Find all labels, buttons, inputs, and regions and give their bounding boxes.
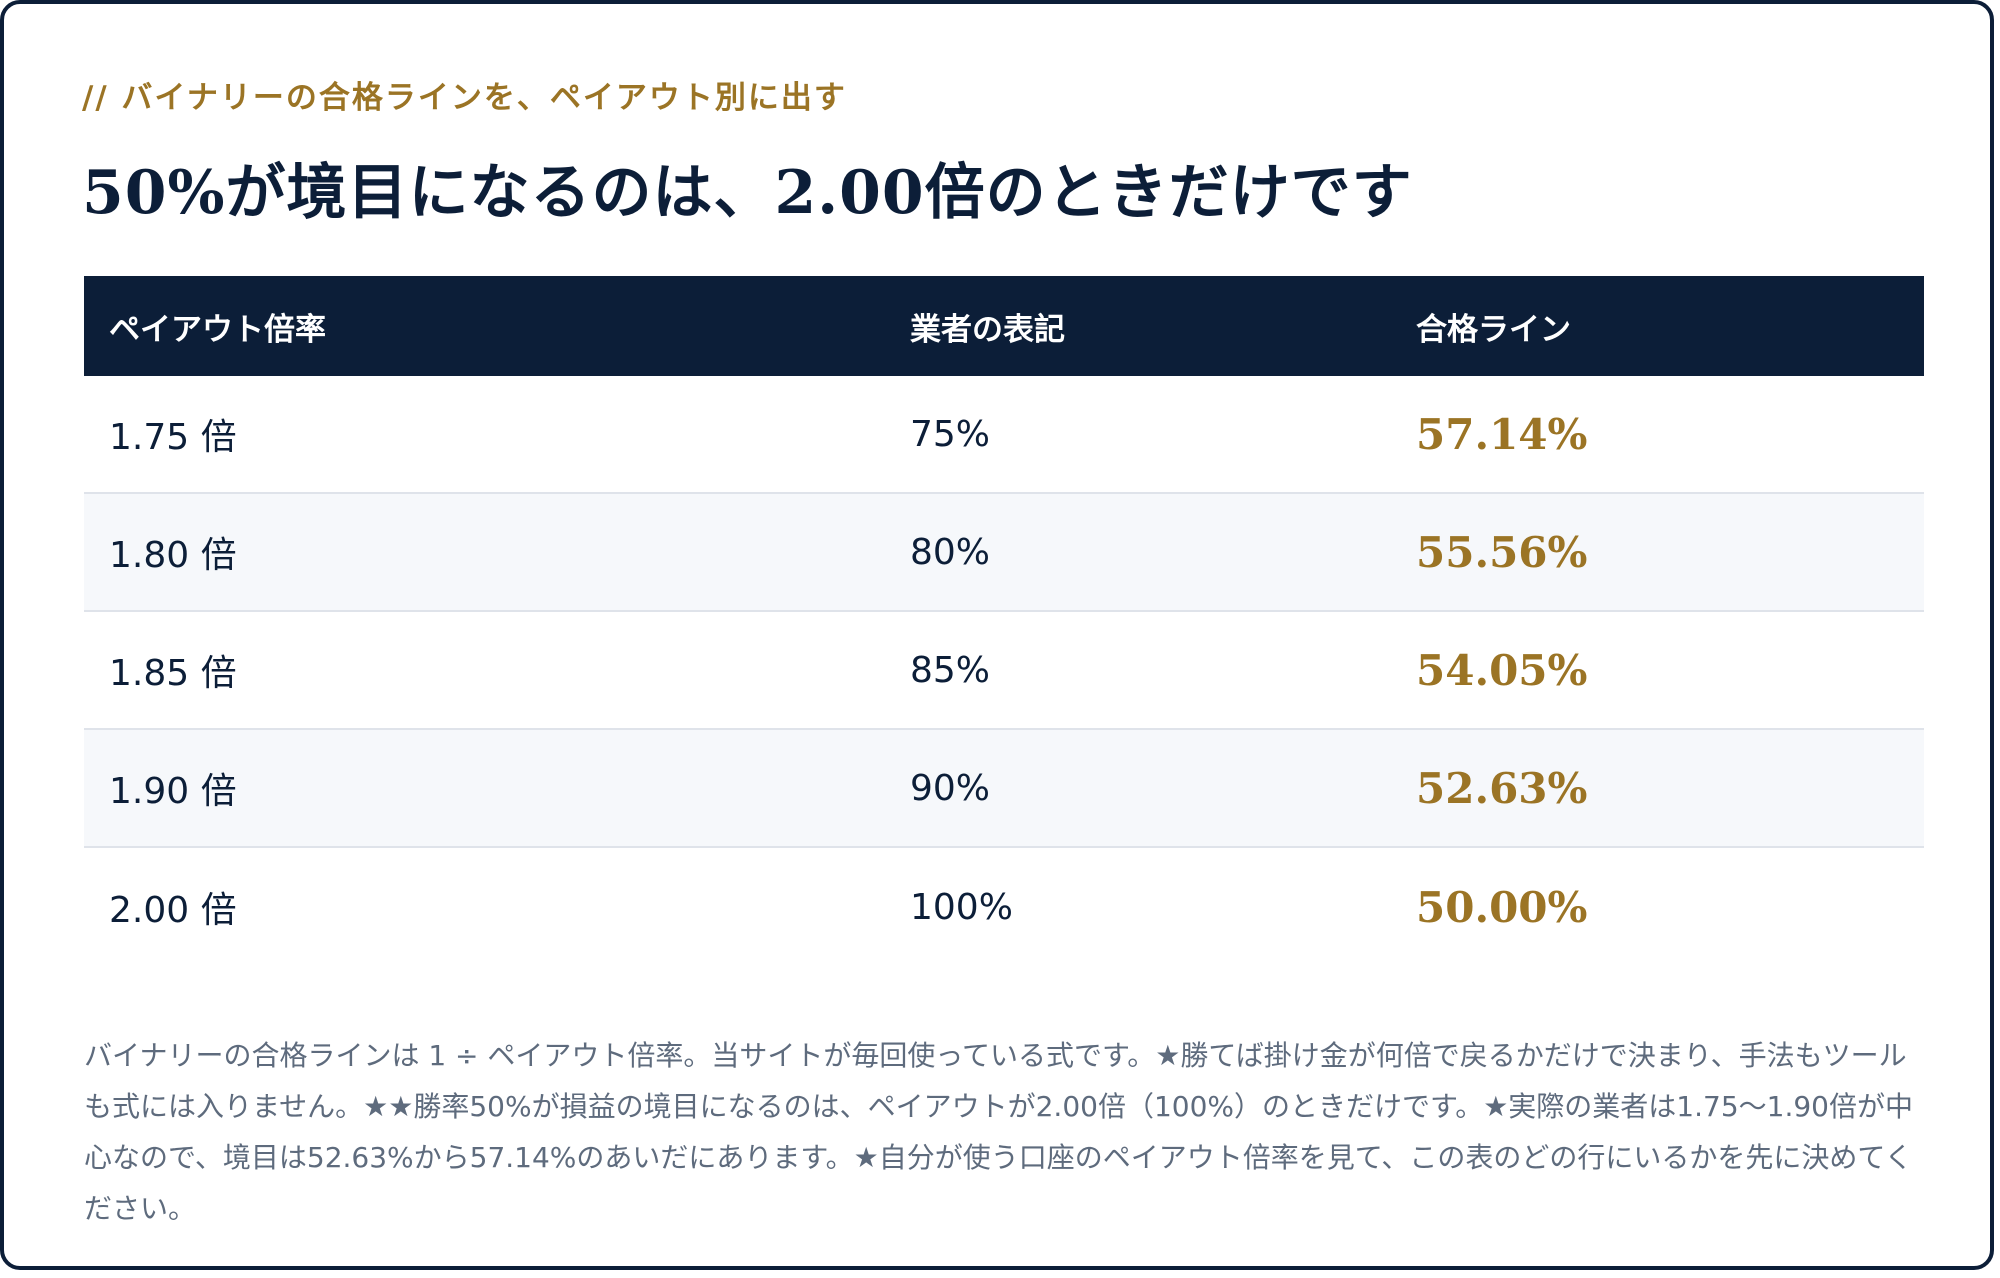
pass-line-cell: 50.00% — [1416, 882, 1588, 932]
section-kicker: // バイナリーの合格ラインを、ペイアウト別に出す — [82, 80, 847, 116]
payout-table: ペイアウト倍率 業者の表記 合格ライン 1.75 倍 75% 57.14% 1.… — [84, 276, 1924, 966]
broker-label-cell: 85% — [910, 649, 991, 691]
multiplier-cell: 1.90 倍 — [109, 771, 237, 812]
table-row: 1.75 倍 75% 57.14% — [84, 376, 1924, 494]
multiplier-cell: 1.85 倍 — [109, 653, 237, 694]
table-row: 1.85 倍 85% 54.05% — [84, 612, 1924, 730]
page-title: 50%が境目になるのは、2.00倍のときだけです — [82, 158, 1413, 228]
table-row: 1.90 倍 90% 52.63% — [84, 730, 1924, 848]
header-broker-label: 業者の表記 — [910, 311, 1065, 348]
pass-line-cell: 52.63% — [1416, 763, 1588, 813]
explanation-note: バイナリーの合格ラインは 1 ÷ ペイアウト倍率。当サイトが毎回使っている式です… — [84, 1039, 1913, 1225]
multiplier-cell: 2.00 倍 — [109, 890, 237, 931]
broker-label-cell: 100% — [910, 886, 1013, 928]
broker-label-cell: 75% — [910, 413, 991, 455]
pass-line-cell: 57.14% — [1416, 409, 1588, 459]
multiplier-cell: 1.75 倍 — [109, 417, 237, 458]
header-pass-line: 合格ライン — [1416, 311, 1571, 348]
table-row: 2.00 倍 100% 50.00% — [84, 848, 1924, 966]
broker-label-cell: 80% — [910, 531, 991, 573]
pass-line-cell: 54.05% — [1416, 645, 1588, 695]
broker-label-cell: 90% — [910, 767, 991, 809]
table-row: 1.80 倍 80% 55.56% — [84, 494, 1924, 612]
pass-line-cell: 55.56% — [1416, 527, 1588, 577]
header-multiplier: ペイアウト倍率 — [109, 311, 326, 348]
multiplier-cell: 1.80 倍 — [109, 535, 237, 576]
table-header: ペイアウト倍率 業者の表記 合格ライン — [84, 276, 1924, 376]
